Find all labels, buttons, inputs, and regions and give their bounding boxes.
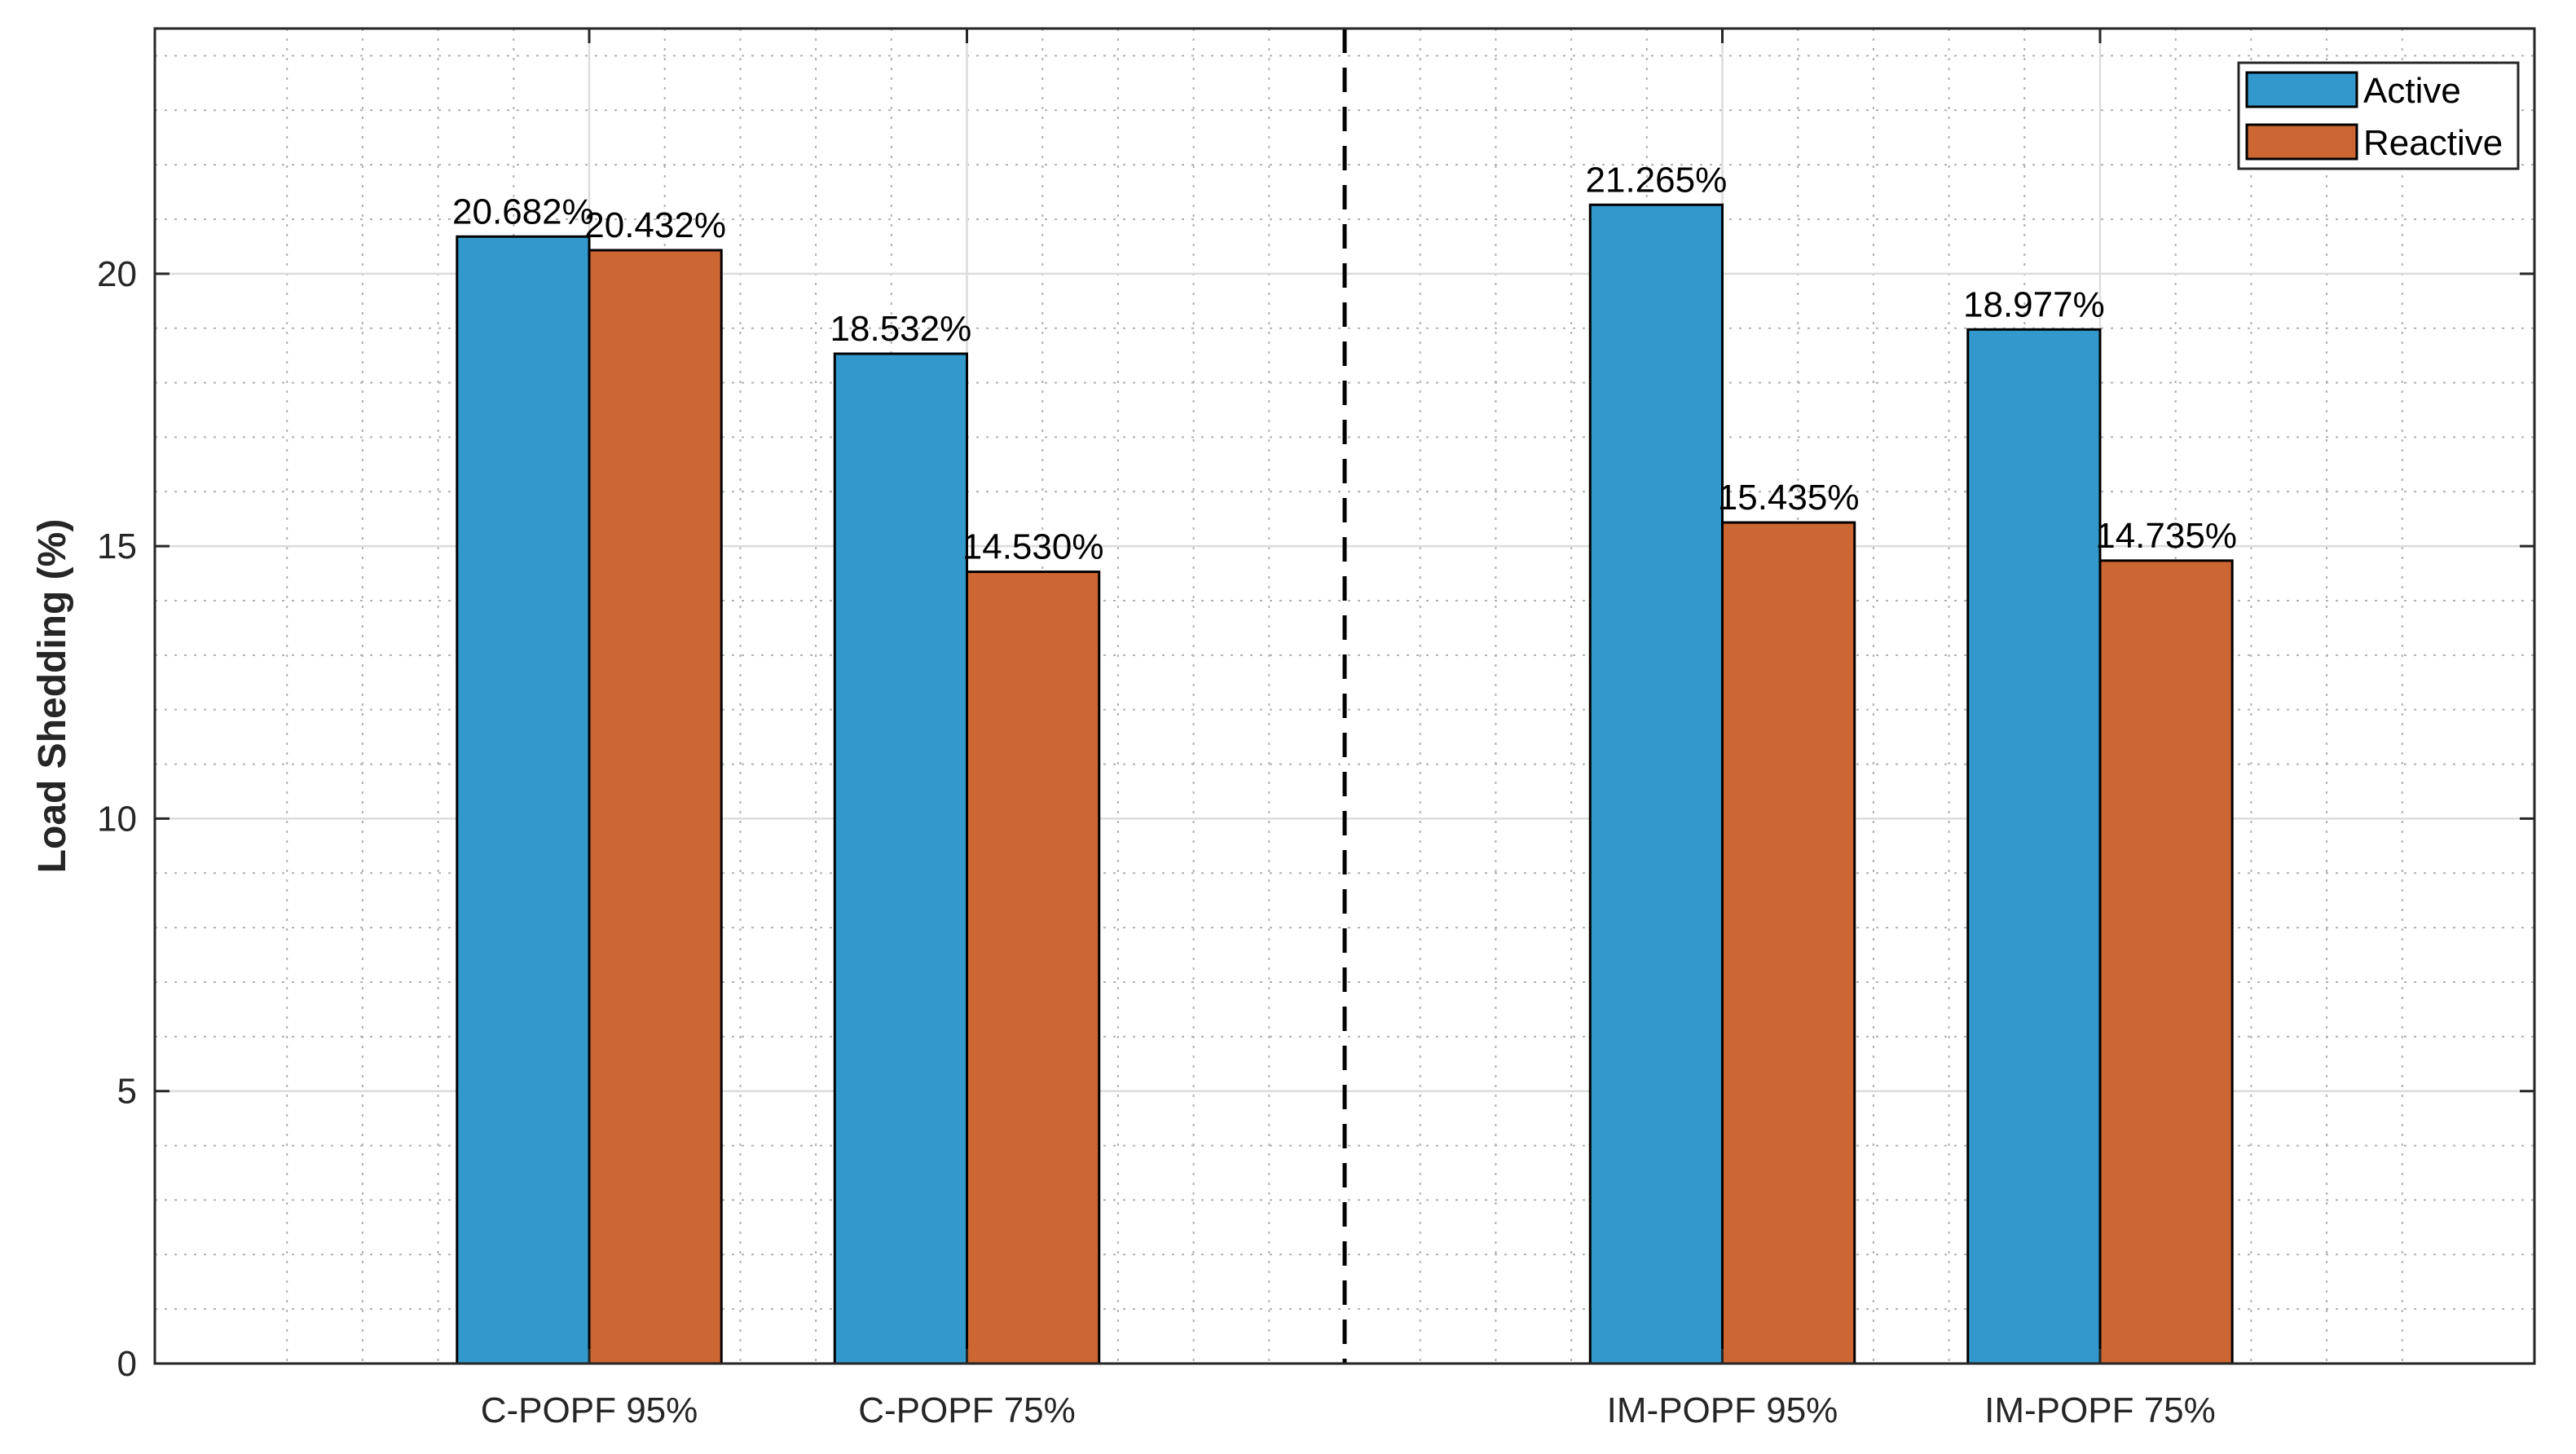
y-tick-label: 5 — [117, 1072, 137, 1112]
bar-reactive-2 — [966, 571, 1101, 1365]
data-label-active-4: 18.977% — [1963, 284, 2105, 324]
data-label-reactive-4: 14.735% — [2095, 516, 2237, 556]
bar-reactive-4 — [2098, 559, 2234, 1365]
bar-active-2 — [833, 352, 969, 1365]
legend-label-reactive: Reactive — [2363, 123, 2503, 163]
y-tick-label: 20 — [97, 254, 137, 294]
legend-swatch-active — [2245, 71, 2358, 108]
data-label-active-2: 18.532% — [830, 309, 972, 349]
bar-reactive-1 — [588, 249, 723, 1365]
axis-ticks — [155, 29, 2534, 1365]
bar-reactive-3 — [1720, 521, 1856, 1365]
legend-swatch-reactive — [2245, 123, 2358, 161]
x-tick-label: IM-POPF 75% — [1984, 1390, 2216, 1430]
y-tick-label: 15 — [97, 527, 137, 566]
bar-labels-group: 20.682% 18.532% 21.265% 18.977% 20.432% 14.53… — [452, 160, 2237, 566]
x-tick-label: IM-POPF 95% — [1607, 1390, 1838, 1430]
x-tick-labels: C-POPF 95% C-POPF 75% IM-POPF 95% IM-POPF 7… — [481, 1390, 2216, 1430]
data-label-active-3: 21.265% — [1586, 160, 1728, 200]
legend-label-active: Active — [2363, 71, 2461, 111]
data-label-reactive-2: 14.530% — [962, 527, 1104, 567]
data-label-active-1: 20.682% — [452, 192, 594, 231]
bar-active-3 — [1588, 203, 1724, 1365]
x-tick-label: C-POPF 75% — [858, 1390, 1076, 1430]
data-label-reactive-1: 20.432% — [584, 205, 726, 245]
y-tick-labels: 0 5 10 15 20 — [97, 254, 137, 1384]
x-tick-label: C-POPF 95% — [481, 1390, 698, 1430]
bars-group — [456, 203, 2234, 1365]
axes-box — [153, 27, 2536, 1365]
bar-active-4 — [1966, 328, 2102, 1365]
y-tick-label: 0 — [117, 1344, 137, 1384]
bar-active-1 — [456, 235, 591, 1365]
y-tick-label: 10 — [97, 799, 137, 839]
y-axis-label: Load Shedding (%) — [31, 519, 74, 874]
data-label-reactive-3: 15.435% — [1718, 478, 1860, 518]
legend: Active Reactive — [2237, 61, 2520, 170]
